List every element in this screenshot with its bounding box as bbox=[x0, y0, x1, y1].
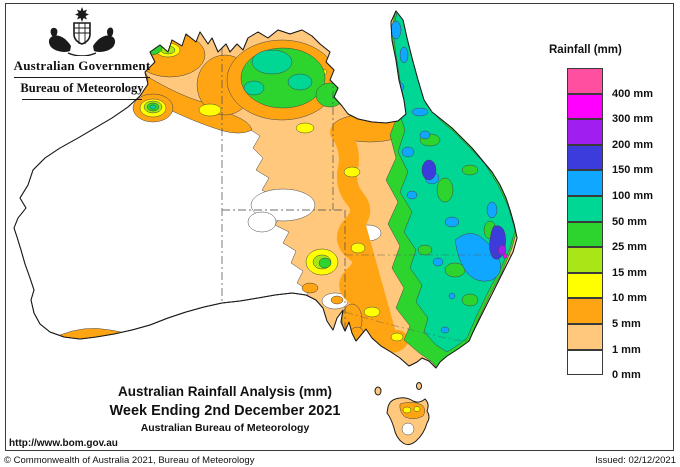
legend-label: 400 mm bbox=[612, 87, 653, 100]
legend-label: 10 mm bbox=[612, 292, 647, 305]
legend-label: 50 mm bbox=[612, 215, 647, 228]
legend-label: 15 mm bbox=[612, 266, 647, 279]
legend-entry: 200 mm bbox=[567, 119, 680, 151]
legend-swatch bbox=[567, 170, 603, 196]
legend-swatch bbox=[567, 298, 603, 324]
legend-swatch bbox=[567, 323, 603, 350]
header-divider bbox=[14, 77, 150, 78]
legend-swatch bbox=[567, 119, 603, 145]
issued-date: Issued: 02/12/2021 bbox=[595, 455, 676, 466]
legend-label: 5 mm bbox=[612, 317, 641, 330]
mainland-coastline bbox=[13, 10, 518, 369]
legend-entry: 5 mm bbox=[567, 298, 680, 330]
gov-title: Australian Government bbox=[13, 58, 151, 73]
state-borders bbox=[221, 48, 515, 345]
legend-label: 150 mm bbox=[612, 164, 653, 177]
legend-entry: 300 mm bbox=[567, 93, 680, 125]
map-subtitle-org: Australian Bureau of Meteorology bbox=[140, 422, 310, 434]
legend-title: Rainfall (mm) bbox=[549, 44, 622, 56]
legend-swatch bbox=[567, 144, 603, 171]
legend-label: 300 mm bbox=[612, 113, 653, 126]
legend-entry: 0 mm bbox=[567, 349, 680, 381]
legend-entry: 100 mm bbox=[567, 170, 680, 202]
legend-swatch bbox=[567, 93, 603, 120]
legend-swatch bbox=[567, 195, 603, 222]
legend-label: 100 mm bbox=[612, 189, 653, 202]
legend-entry: 10 mm bbox=[567, 272, 680, 304]
legend-entry: 15 mm bbox=[567, 247, 680, 279]
legend-entry: 150 mm bbox=[567, 144, 680, 176]
legend-swatch bbox=[567, 68, 603, 94]
legend-swatch bbox=[567, 247, 603, 273]
map-titles: Australian Rainfall Analysis (mm) Week E… bbox=[60, 384, 390, 434]
map-frame-border bbox=[5, 3, 674, 451]
government-header: Australian Government Bureau of Meteorol… bbox=[8, 6, 156, 100]
header-divider-2 bbox=[22, 99, 142, 100]
legend-entry: 1 mm bbox=[567, 323, 680, 356]
legend-label: 0 mm bbox=[612, 369, 641, 382]
bureau-title: Bureau of Meteorology bbox=[20, 81, 144, 95]
legend-swatch bbox=[567, 221, 603, 248]
coat-of-arms-icon bbox=[48, 7, 116, 56]
legend-label: 1 mm bbox=[612, 343, 641, 356]
copyright-notice: © Commonwealth of Australia 2021, Bureau… bbox=[4, 455, 255, 466]
legend-entry: 50 mm bbox=[567, 195, 680, 228]
legend-entries: 400 mm 300 mm 200 mm 150 mm 100 mm 50 mm 25 mm… bbox=[567, 68, 680, 381]
map-subtitle-date: Week Ending 2nd December 2021 bbox=[109, 403, 341, 419]
legend-swatch bbox=[567, 272, 603, 299]
tasmania bbox=[374, 382, 430, 446]
map-title: Australian Rainfall Analysis (mm) bbox=[117, 384, 333, 399]
legend-label: 200 mm bbox=[612, 138, 653, 151]
legend-swatch bbox=[567, 349, 603, 376]
legend-entry: 400 mm bbox=[567, 68, 680, 100]
legend-entry: 25 mm bbox=[567, 221, 680, 253]
legend-label: 25 mm bbox=[612, 241, 647, 254]
bom-url: http://www.bom.gov.au bbox=[9, 438, 118, 449]
